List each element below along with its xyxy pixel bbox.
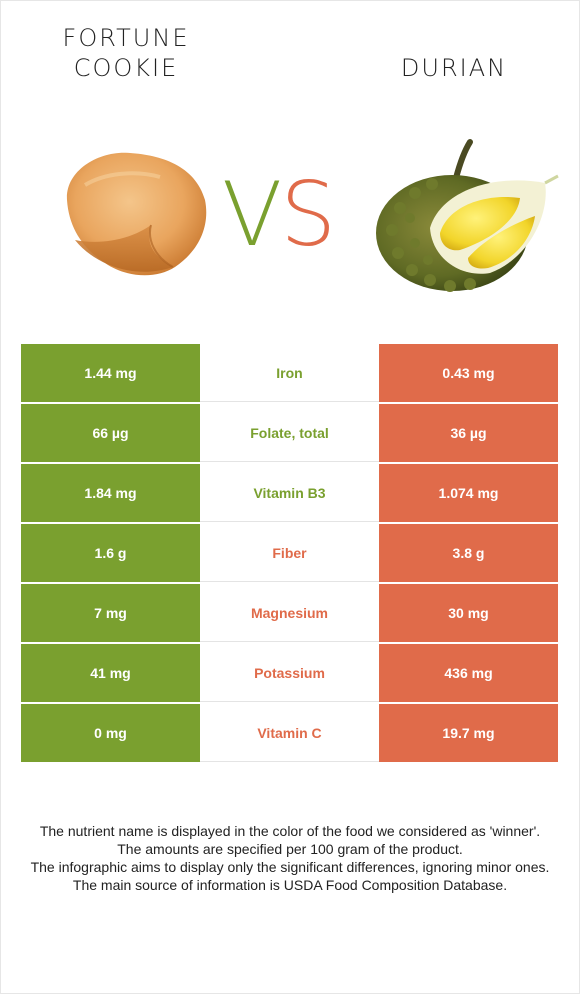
footnotes: The nutrient name is displayed in the co…	[20, 822, 560, 894]
nutrient-name-cell: Vitamin C	[200, 704, 379, 762]
table-row: 1.44 mg Iron 0.43 mg	[21, 344, 558, 402]
nutrient-name-cell: Folate, total	[200, 404, 379, 462]
table-row: 41 mg Potassium 436 mg	[21, 644, 558, 702]
right-value-cell: 3.8 g	[379, 524, 558, 582]
right-value-cell: 19.7 mg	[379, 704, 558, 762]
nutrient-name-cell: Vitamin B3	[200, 464, 379, 522]
left-value-cell: 66 µg	[21, 404, 200, 462]
footnote-winner-color: The nutrient name is displayed in the co…	[39, 823, 541, 839]
footnote-source: The main source of information is USDA F…	[72, 877, 508, 893]
left-value-cell: 0 mg	[21, 704, 200, 762]
left-value-cell: 1.6 g	[21, 524, 200, 582]
nutrient-name-cell: Magnesium	[200, 584, 379, 642]
footnote-amounts: The amounts are specified per 100 gram o…	[117, 841, 463, 857]
left-value-cell: 1.44 mg	[21, 344, 200, 402]
nutrient-comparison-table: 1.44 mg Iron 0.43 mg 66 µg Folate, total…	[21, 344, 558, 764]
left-food-title: FORTUNE COOKIE	[62, 24, 190, 82]
nutrient-name-cell: Potassium	[200, 644, 379, 702]
table-row: 7 mg Magnesium 30 mg	[21, 584, 558, 642]
right-value-cell: 436 mg	[379, 644, 558, 702]
footnote-differences: The infographic aims to display only the…	[30, 859, 550, 875]
nutrient-name-cell: Fiber	[200, 524, 379, 582]
right-value-cell: 36 µg	[379, 404, 558, 462]
right-value-cell: 1.074 mg	[379, 464, 558, 522]
left-value-cell: 1.84 mg	[21, 464, 200, 522]
vs-label: VS	[222, 160, 352, 270]
table-row: 0 mg Vitamin C 19.7 mg	[21, 704, 558, 762]
left-value-cell: 7 mg	[21, 584, 200, 642]
table-row: 1.84 mg Vitamin B3 1.074 mg	[21, 464, 558, 522]
durian-image	[376, 139, 559, 292]
right-value-cell: 0.43 mg	[379, 344, 558, 402]
table-row: 1.6 g Fiber 3.8 g	[21, 524, 558, 582]
right-food-title: DURIAN	[400, 54, 508, 82]
fortune-cookie-image	[66, 152, 207, 276]
right-value-cell: 30 mg	[379, 584, 558, 642]
left-value-cell: 41 mg	[21, 644, 200, 702]
table-row: 66 µg Folate, total 36 µg	[21, 404, 558, 462]
nutrient-name-cell: Iron	[200, 344, 379, 402]
vs-v-letter: V	[222, 163, 282, 266]
vs-s-letter: S	[280, 163, 336, 266]
